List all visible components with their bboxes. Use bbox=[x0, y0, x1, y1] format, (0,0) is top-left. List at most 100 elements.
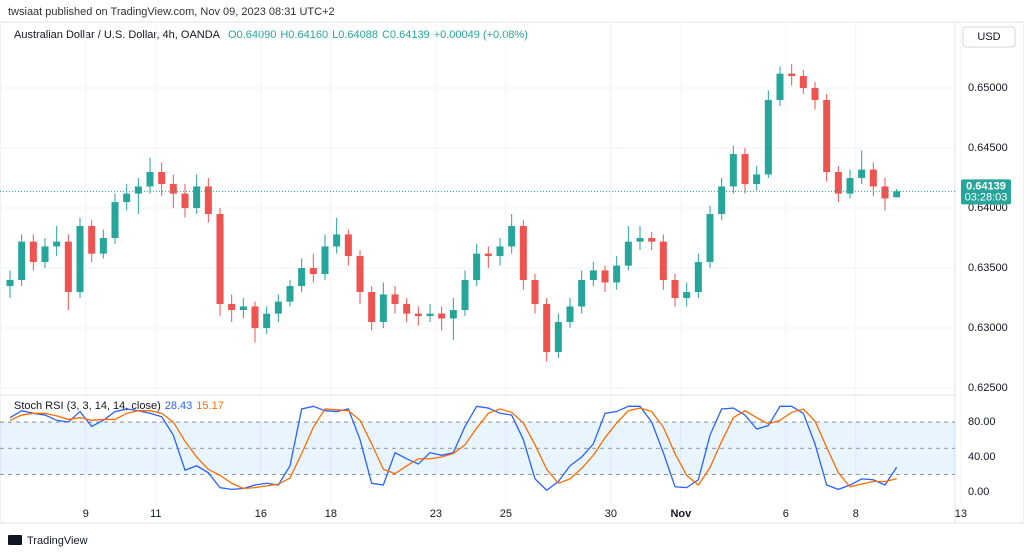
currency[interactable]: USD bbox=[977, 31, 1000, 43]
candle-body bbox=[496, 246, 504, 257]
k-value: 28.43 bbox=[165, 400, 193, 412]
candle-body bbox=[519, 226, 527, 281]
candle-body bbox=[53, 241, 61, 247]
candle-body bbox=[543, 304, 551, 353]
last-price: 0.64139 bbox=[966, 180, 1006, 192]
candle-body bbox=[869, 169, 877, 187]
candle-body bbox=[41, 246, 49, 263]
candle-body bbox=[601, 270, 609, 283]
x-tick-label: 23 bbox=[430, 508, 442, 520]
candle-body bbox=[578, 280, 586, 307]
candle-body bbox=[788, 73, 796, 77]
candle-body bbox=[391, 294, 399, 305]
candle-body bbox=[729, 154, 737, 187]
open: O0.64090 bbox=[228, 29, 276, 41]
change: +0.00049 (+0.08%) bbox=[434, 29, 528, 41]
candle-body bbox=[274, 301, 282, 314]
candle-body bbox=[811, 88, 819, 101]
x-tick-label: 8 bbox=[853, 508, 859, 520]
candle-body bbox=[333, 234, 341, 247]
candle-body bbox=[216, 214, 224, 305]
low: L0.64088 bbox=[332, 29, 378, 41]
currency-button[interactable] bbox=[962, 26, 1016, 48]
candle-body bbox=[823, 100, 831, 173]
candle-body bbox=[671, 280, 679, 299]
y-tick-label: 0.63000 bbox=[968, 322, 1008, 334]
candle-body bbox=[321, 246, 329, 275]
stoch-tick-label: 80.00 bbox=[968, 416, 996, 428]
x-tick-label: 25 bbox=[500, 508, 512, 520]
candle-body bbox=[309, 268, 317, 275]
x-tick-label: 13 bbox=[955, 508, 967, 520]
candle-body bbox=[741, 154, 749, 185]
candle-body bbox=[64, 241, 72, 293]
candle-body bbox=[414, 313, 422, 317]
candle-body bbox=[799, 76, 807, 89]
y-tick-label: 0.64000 bbox=[968, 202, 1008, 214]
candle-body bbox=[169, 184, 177, 194]
candle-body bbox=[484, 253, 492, 257]
candle-body bbox=[438, 313, 446, 319]
y-tick-label: 0.64500 bbox=[968, 142, 1008, 154]
candle-body bbox=[29, 241, 37, 263]
candle-body bbox=[286, 286, 294, 302]
candle-body bbox=[858, 169, 866, 179]
candle-body bbox=[88, 226, 96, 254]
candle-body bbox=[18, 241, 26, 281]
candle-body bbox=[251, 306, 259, 329]
logo: TradingView bbox=[8, 535, 88, 547]
candle-body bbox=[368, 292, 376, 323]
candle-body bbox=[99, 238, 107, 254]
candle-body bbox=[753, 174, 761, 185]
candle-body bbox=[263, 313, 271, 329]
candle-body bbox=[134, 186, 142, 194]
candle-body bbox=[111, 202, 119, 239]
d-value: 15.17 bbox=[196, 400, 224, 412]
y-tick-label: 0.63500 bbox=[968, 262, 1008, 274]
candle-body bbox=[76, 226, 84, 293]
candle-body bbox=[298, 268, 306, 287]
candle-body bbox=[239, 306, 247, 311]
candle-body bbox=[648, 238, 656, 242]
candle-body bbox=[624, 241, 632, 266]
frame bbox=[0, 21, 1024, 524]
candle-body bbox=[589, 270, 597, 281]
countdown: 03:28:03 bbox=[965, 191, 1008, 203]
candle-body bbox=[776, 73, 784, 101]
candle-body bbox=[449, 310, 457, 319]
candle-body bbox=[893, 191, 901, 198]
x-tick-label: Nov bbox=[670, 508, 692, 520]
brand: TradingView bbox=[27, 535, 88, 547]
candle-body bbox=[554, 322, 562, 353]
candle-body bbox=[461, 280, 469, 311]
y-tick-label: 0.65000 bbox=[968, 82, 1008, 94]
candle-body bbox=[426, 313, 434, 317]
candle-body bbox=[204, 186, 212, 215]
y-tick-label: 0.62500 bbox=[968, 382, 1008, 394]
x-tick-label: 6 bbox=[783, 508, 789, 520]
candle-body bbox=[6, 280, 14, 287]
candle-body bbox=[881, 186, 889, 199]
candle-body bbox=[659, 241, 667, 281]
x-tick-label: 11 bbox=[150, 508, 161, 520]
stoch-tick-label: 0.00 bbox=[968, 486, 989, 498]
candle-body bbox=[706, 214, 714, 263]
candle-body bbox=[764, 100, 772, 175]
x-tick-label: 18 bbox=[325, 508, 337, 520]
stoch-tick-label: 40.00 bbox=[968, 451, 996, 463]
candle-body bbox=[694, 262, 702, 293]
last-price-box bbox=[961, 179, 1011, 205]
candle-body bbox=[158, 172, 166, 185]
candle-body bbox=[228, 304, 236, 311]
candle-body bbox=[379, 294, 387, 323]
candle-body bbox=[473, 253, 481, 281]
stoch-title: Stoch RSI (3, 3, 14, 14, close) bbox=[14, 400, 161, 412]
candle-body bbox=[193, 186, 201, 209]
candle-body bbox=[181, 193, 189, 209]
x-tick-label: 16 bbox=[255, 508, 267, 520]
candle-body bbox=[403, 304, 411, 314]
candle-body bbox=[683, 292, 691, 299]
publisher: twsiaat published on TradingView.com, No… bbox=[8, 6, 335, 18]
